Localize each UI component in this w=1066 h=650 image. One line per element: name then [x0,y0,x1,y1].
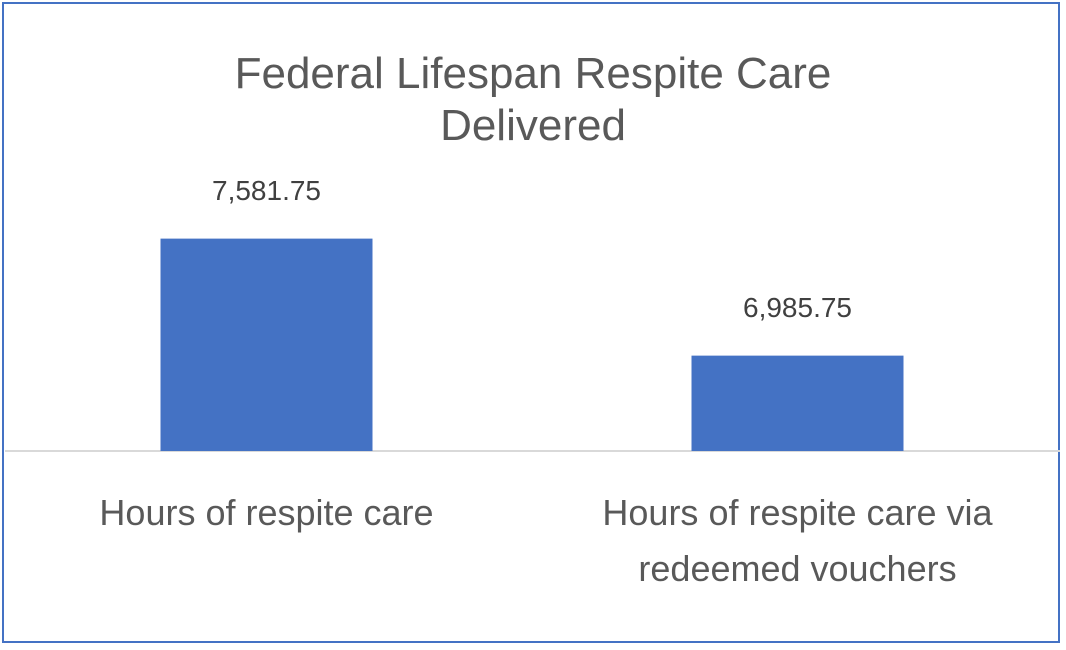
x-tick-label: Hours of respite care via redeemed vouch… [602,492,993,589]
bar [691,355,904,451]
value-label: 6,985.75 [743,292,852,323]
chart-title: Federal Lifespan Respite Care Delivered [234,49,832,150]
bar [160,238,373,451]
x-tick-label: Hours of respite care [99,492,434,533]
value-label: 7,581.75 [212,175,321,206]
chart-border [2,2,1060,643]
